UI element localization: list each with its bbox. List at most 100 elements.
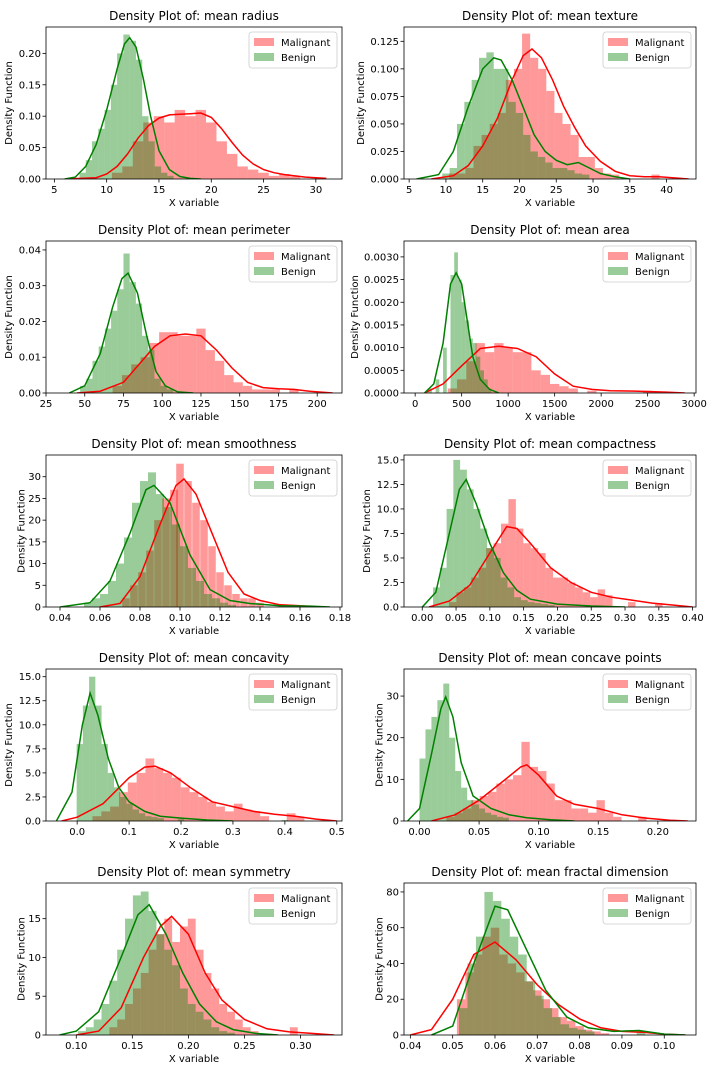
- legend-label-benign: Benign: [281, 481, 316, 492]
- histogram-bar-malignant: [237, 166, 248, 179]
- histogram-bar-malignant: [454, 812, 463, 821]
- histogram-bar-benign: [479, 57, 487, 179]
- histogram-bar-malignant: [154, 768, 164, 821]
- histogram-bar-malignant: [582, 592, 591, 607]
- histogram-bar-malignant: [600, 1033, 610, 1035]
- histogram-bar-malignant: [531, 370, 541, 393]
- legend-box: [248, 245, 338, 283]
- histogram-bar-malignant: [497, 112, 506, 179]
- histogram-bar-malignant: [570, 134, 579, 179]
- histogram-bar-malignant: [200, 520, 208, 607]
- histogram-bar-benign: [507, 587, 515, 607]
- x-tick-label: 0.20: [647, 827, 669, 838]
- histogram-bar-benign: [212, 598, 220, 607]
- histogram-bar-malignant: [516, 972, 525, 1035]
- histogram-bar-malignant: [447, 388, 458, 393]
- histogram-bar-benign: [486, 52, 494, 179]
- x-tick-label: 0.5: [329, 827, 345, 838]
- y-tick-label: 0: [393, 1031, 399, 1042]
- histogram-bar-malignant: [118, 792, 128, 821]
- histogram-bar-benign: [523, 134, 531, 179]
- legend-label-malignant: Malignant: [635, 466, 684, 477]
- plot-area: [64, 34, 327, 179]
- histogram-bar-benign: [95, 705, 102, 821]
- y-tick-label: 7.5: [25, 744, 41, 755]
- x-tick-label: 15: [153, 185, 166, 196]
- x-tick-label: 0.05: [445, 613, 467, 624]
- legend-swatch-malignant: [254, 894, 274, 902]
- kde-line-benign: [407, 694, 575, 821]
- histogram-bar-benign: [479, 808, 486, 821]
- histogram-bar-malignant: [466, 361, 476, 393]
- histogram-bar-malignant: [185, 116, 196, 179]
- histogram-bar-malignant: [261, 389, 271, 393]
- histogram-bar-benign: [466, 489, 474, 607]
- histogram-bar-malignant: [251, 811, 261, 821]
- x-tick-label: 0.3: [225, 827, 241, 838]
- subplot-title: Density Plot of: mean radius: [109, 9, 279, 23]
- histogram-bar-benign: [145, 816, 152, 821]
- y-axis-label: Density Function: [4, 703, 15, 787]
- kde-line-malignant: [76, 915, 335, 1035]
- histogram-bar-benign: [574, 173, 582, 179]
- histogram-bar-benign: [116, 563, 124, 607]
- histogram-bar-malignant: [448, 602, 457, 607]
- histogram-bar-benign: [453, 459, 461, 607]
- histogram-bar-benign: [508, 101, 516, 179]
- x-tick-label: 20: [513, 185, 526, 196]
- legend: Malignant Benign: [248, 887, 338, 925]
- subplot-title: Density Plot of: mean concave points: [438, 651, 661, 665]
- histogram-bar-malignant: [504, 779, 514, 821]
- legend-label-malignant: Malignant: [281, 38, 330, 49]
- x-tick-label: 0.30: [289, 1041, 311, 1052]
- subplot-title: Density Plot of: mean concavity: [99, 651, 289, 665]
- plot-area: [423, 252, 685, 393]
- legend-box: [248, 459, 338, 497]
- histogram-bar-malignant: [538, 771, 547, 821]
- x-tick-label: 0.10: [653, 1041, 675, 1052]
- histogram-bar-benign: [485, 812, 492, 821]
- x-tick-label: 1000: [495, 399, 520, 410]
- histogram-bar-benign: [443, 347, 447, 393]
- x-tick-label: 30: [309, 185, 322, 196]
- histogram-bar-benign: [552, 1017, 561, 1035]
- histogram-bar-benign: [89, 676, 96, 821]
- histogram-bar-malignant: [486, 548, 494, 607]
- histogram-bar-malignant: [132, 141, 144, 179]
- histogram-bar-malignant: [583, 1029, 593, 1035]
- x-axis-label: X variable: [169, 198, 219, 209]
- histogram-bar-malignant: [234, 1019, 243, 1035]
- histogram-bar-malignant: [456, 592, 464, 607]
- x-tick-label: 3000: [681, 399, 706, 410]
- histogram-bar-malignant: [628, 602, 636, 607]
- histogram-bar-malignant: [125, 1003, 133, 1035]
- x-tick-label: 0.40: [681, 613, 703, 624]
- histogram-bar-benign: [552, 167, 560, 179]
- legend-swatch-benign: [254, 481, 274, 489]
- histogram-bar-benign: [172, 524, 180, 607]
- histogram-bar-malignant: [494, 343, 504, 393]
- histogram-bar-benign: [98, 128, 105, 179]
- histogram-bar-malignant: [546, 90, 555, 179]
- legend-swatch-malignant: [254, 38, 274, 46]
- x-tick-label: 0.4: [277, 827, 293, 838]
- histogram-bar-benign: [188, 567, 196, 607]
- histogram-bar-malignant: [513, 68, 523, 179]
- y-tick-label: 30: [386, 692, 399, 703]
- histogram-bar-benign: [560, 1024, 570, 1035]
- x-tick-label: 175: [269, 399, 288, 410]
- histogram-bar-malignant: [457, 379, 467, 393]
- x-tick-label: 500: [452, 399, 471, 410]
- y-tick-label: 0: [393, 817, 399, 828]
- x-tick-label: 0.12: [209, 613, 231, 624]
- histogram-bar-malignant: [481, 134, 490, 179]
- histogram-bar-benign: [455, 771, 462, 821]
- histogram-bar-benign: [484, 891, 493, 1035]
- histogram-bar-malignant: [562, 123, 571, 179]
- axes-frame: [403, 668, 697, 822]
- histogram-bar-malignant: [146, 550, 154, 607]
- histogram-bar-malignant: [590, 597, 598, 607]
- legend: Malignant Benign: [602, 459, 692, 497]
- histogram-bar-benign: [177, 819, 185, 821]
- y-tick-label: 0.100: [370, 64, 399, 75]
